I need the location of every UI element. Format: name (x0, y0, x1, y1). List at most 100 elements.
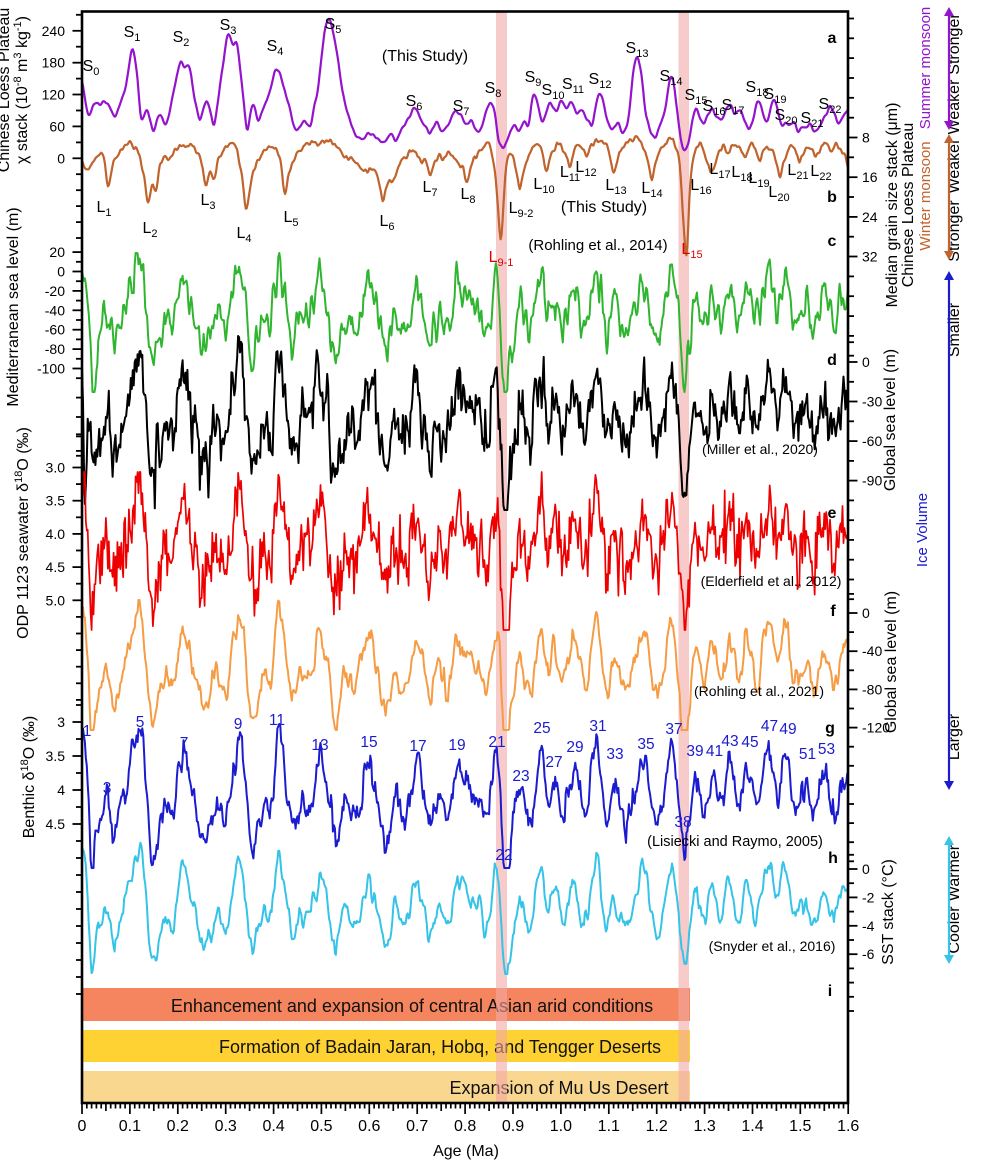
svg-text:ODP 1123 seawater δ18O (‰): ODP 1123 seawater δ18O (‰) (13, 427, 32, 639)
svg-text:(Elderfield et al., 2012): (Elderfield et al., 2012) (701, 573, 842, 589)
svg-text:-60: -60 (45, 322, 65, 338)
svg-text:13: 13 (311, 737, 328, 754)
svg-text:h: h (828, 850, 838, 867)
svg-text:Smaller: Smaller (946, 302, 963, 357)
svg-text:(This Study): (This Study) (382, 48, 468, 65)
svg-text:Cooler: Cooler (946, 906, 963, 954)
svg-text:0.5: 0.5 (310, 1118, 332, 1135)
svg-text:0: 0 (862, 861, 870, 877)
svg-text:39: 39 (686, 743, 703, 760)
svg-text:Warmer: Warmer (946, 844, 963, 901)
svg-text:0.2: 0.2 (167, 1118, 189, 1135)
svg-text:Median grain size stack (μm): Median grain size stack (μm) (884, 103, 901, 308)
svg-text:33: 33 (606, 746, 623, 763)
svg-text:d: d (827, 352, 837, 369)
svg-text:-2: -2 (862, 889, 875, 905)
svg-text:g: g (825, 720, 835, 737)
svg-text:0: 0 (862, 605, 870, 621)
svg-text:-90: -90 (862, 473, 882, 489)
svg-text:0.4: 0.4 (262, 1118, 284, 1135)
svg-text:Chinese Loess Plateau: Chinese Loess Plateau (900, 123, 917, 288)
svg-text:1.4: 1.4 (741, 1118, 763, 1135)
svg-text:-30: -30 (862, 394, 882, 410)
svg-text:1.2: 1.2 (646, 1118, 668, 1135)
svg-text:-60: -60 (862, 433, 882, 449)
svg-text:1.6: 1.6 (837, 1118, 859, 1135)
svg-text:1.1: 1.1 (598, 1118, 620, 1135)
svg-text:(Snyder et al., 2016): (Snyder et al., 2016) (709, 938, 836, 954)
svg-text:-80: -80 (862, 681, 882, 697)
svg-text:(Rohling et al., 2021): (Rohling et al., 2021) (694, 683, 824, 699)
svg-text:47: 47 (761, 718, 778, 735)
svg-text:Mediterranean sea level (m): Mediterranean sea level (m) (5, 207, 22, 406)
svg-text:Chinese Loess Plateau: Chinese Loess Plateau (0, 8, 13, 173)
svg-text:0.8: 0.8 (454, 1118, 476, 1135)
svg-text:1.3: 1.3 (693, 1118, 715, 1135)
svg-text:4.5: 4.5 (46, 559, 66, 575)
svg-text:3: 3 (103, 780, 112, 797)
svg-text:60: 60 (49, 118, 65, 134)
svg-text:Winter monsoon: Winter monsoon (917, 141, 934, 250)
svg-text:20: 20 (49, 244, 65, 260)
svg-text:0.1: 0.1 (119, 1118, 141, 1135)
svg-text:-100: -100 (37, 361, 65, 377)
svg-text:Global sea level (m): Global sea level (m) (883, 591, 900, 733)
svg-text:1.5: 1.5 (789, 1118, 811, 1135)
svg-text:Weaker: Weaker (946, 79, 963, 135)
svg-text:53: 53 (818, 741, 835, 758)
svg-text:32: 32 (862, 249, 878, 265)
svg-text:8: 8 (862, 130, 870, 146)
svg-text:25: 25 (533, 720, 550, 737)
svg-text:-20: -20 (45, 283, 65, 299)
svg-text:19: 19 (448, 737, 465, 754)
svg-text:Enhancement and expansion of c: Enhancement and expansion of central Asi… (171, 996, 653, 1016)
svg-text:Benthic δ18O (‰): Benthic δ18O (‰) (19, 716, 38, 839)
svg-text:0.6: 0.6 (358, 1118, 380, 1135)
svg-text:22: 22 (495, 847, 512, 864)
svg-text:Stronger: Stronger (946, 13, 963, 75)
svg-text:Formation of Badain Jaran, Hob: Formation of Badain Jaran, Hobq, and Ten… (219, 1037, 661, 1057)
svg-text:(Miller et al., 2020): (Miller et al., 2020) (702, 441, 818, 457)
svg-text:-4: -4 (862, 918, 875, 934)
svg-text:43: 43 (721, 733, 738, 750)
svg-text:49: 49 (779, 721, 796, 738)
svg-text:31: 31 (589, 718, 606, 735)
svg-text:23: 23 (512, 768, 529, 785)
svg-text:-120: -120 (862, 720, 890, 736)
svg-text:24: 24 (862, 209, 878, 225)
svg-text:21: 21 (488, 734, 505, 751)
svg-text:4.0: 4.0 (46, 526, 66, 542)
svg-text:41: 41 (706, 743, 723, 760)
svg-text:Summer monsoon: Summer monsoon (917, 7, 934, 130)
svg-text:27: 27 (545, 754, 562, 771)
svg-text:4: 4 (57, 782, 65, 798)
svg-text:3: 3 (57, 714, 65, 730)
svg-text:Stronger: Stronger (946, 200, 963, 262)
svg-text:(This Study): (This Study) (561, 199, 647, 216)
svg-text:a: a (828, 30, 837, 47)
svg-text:Global sea level (m): Global sea level (m) (882, 349, 899, 491)
svg-text:16: 16 (862, 169, 878, 185)
svg-text:-80: -80 (45, 341, 65, 357)
svg-text:χ stack (10-8 m3 kg-1): χ stack (10-8 m3 kg-1) (12, 16, 31, 164)
svg-text:Age (Ma): Age (Ma) (433, 1143, 499, 1160)
svg-text:15: 15 (360, 734, 377, 751)
svg-text:Weaker: Weaker (946, 138, 963, 194)
svg-text:17: 17 (409, 738, 426, 755)
svg-text:29: 29 (566, 739, 583, 756)
svg-text:51: 51 (799, 746, 816, 763)
svg-text:0.9: 0.9 (502, 1118, 524, 1135)
svg-text:1: 1 (83, 723, 92, 740)
svg-text:45: 45 (741, 734, 758, 751)
svg-text:-40: -40 (45, 302, 65, 318)
svg-text:(Lisiecki and Raymo, 2005): (Lisiecki and Raymo, 2005) (647, 834, 823, 850)
svg-text:0: 0 (57, 264, 65, 280)
svg-text:-40: -40 (862, 643, 882, 659)
svg-text:11: 11 (269, 712, 285, 729)
svg-text:f: f (830, 603, 836, 620)
svg-text:1.0: 1.0 (550, 1118, 572, 1135)
svg-text:Ice Volume: Ice Volume (914, 493, 931, 567)
svg-text:0: 0 (862, 354, 870, 370)
svg-text:0: 0 (57, 150, 65, 166)
svg-text:38: 38 (674, 814, 691, 831)
